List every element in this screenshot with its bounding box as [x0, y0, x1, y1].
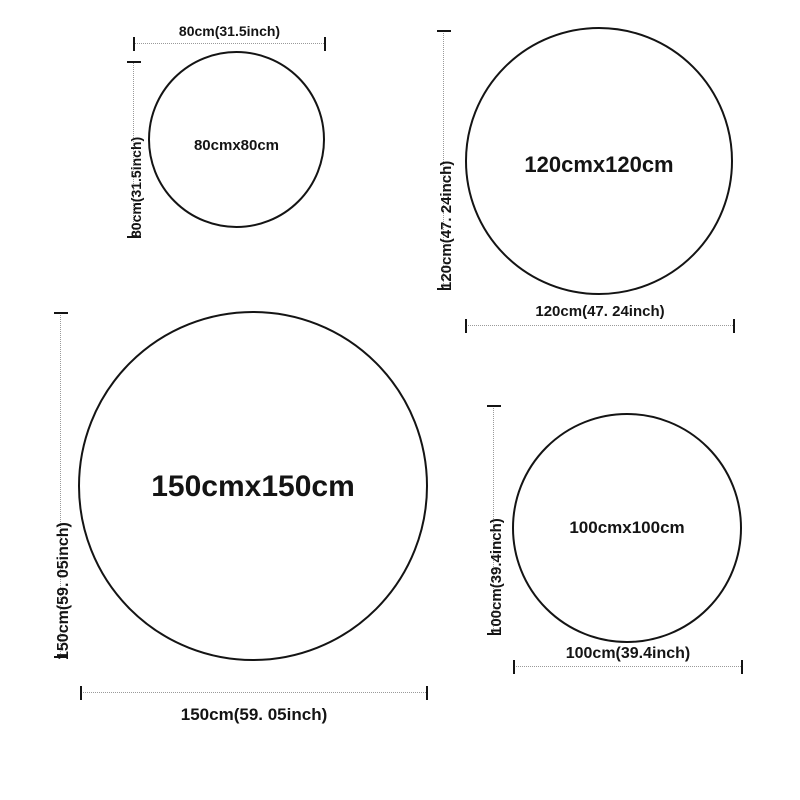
rug-circle-150 [78, 311, 428, 661]
dimension-label-150-height: 150cm(59. 05inch) [55, 522, 72, 660]
dimension-label-100-height: 100cm(39.4inch) [488, 518, 505, 635]
dimension-tick-start [133, 37, 135, 51]
dimension-tick-start [80, 686, 82, 700]
dimension-tick-end [487, 633, 501, 635]
dimension-tick-start [127, 61, 141, 63]
dimension-tick-start [465, 319, 467, 333]
dimension-label-120-height: 120cm(47. 24inch) [438, 160, 455, 290]
dimension-tick-end [54, 656, 68, 658]
dimension-tick-end [127, 236, 141, 238]
dimension-label-120-width: 120cm(47. 24inch) [535, 303, 665, 320]
rug-center-label-100: 100cmx100cm [569, 518, 685, 537]
dimension-tick-end [437, 288, 451, 290]
dimension-tick-end [324, 37, 326, 51]
rug-center-label-80: 80cmx80cm [193, 137, 280, 154]
dimension-tick-start [437, 30, 451, 32]
dimension-tick-end [733, 319, 735, 333]
dimension-line-80-height [127, 61, 141, 238]
dimension-line-80-width [133, 37, 326, 51]
dimension-tick-start [513, 660, 515, 674]
dimension-tick-start [54, 312, 68, 314]
rug-circle-100 [512, 413, 742, 643]
dimension-line-150-height [54, 312, 68, 658]
dimension-line-120-height [437, 30, 451, 290]
dimension-line-150-width [80, 686, 428, 700]
dimension-line-100-width [513, 660, 743, 674]
dimension-tick-start [487, 405, 501, 407]
rug-center-label-120: 120cmx120cm [524, 152, 674, 177]
dimension-line-120-width [465, 319, 735, 333]
rug-circle-80 [148, 51, 325, 228]
dimension-label-80-height: 80cm(31.5inch) [128, 136, 144, 238]
dimension-line-100-height [487, 405, 501, 635]
rug-circle-120 [465, 27, 733, 295]
dimension-tick-end [426, 686, 428, 700]
rug-center-label-150: 150cmx150cm [151, 470, 355, 503]
dimension-tick-end [741, 660, 743, 674]
dimension-label-80-width: 80cm(31.5inch) [178, 23, 281, 39]
dimension-label-150-width: 150cm(59. 05inch) [180, 705, 328, 724]
dimension-label-100-width: 100cm(39.4inch) [565, 645, 691, 662]
